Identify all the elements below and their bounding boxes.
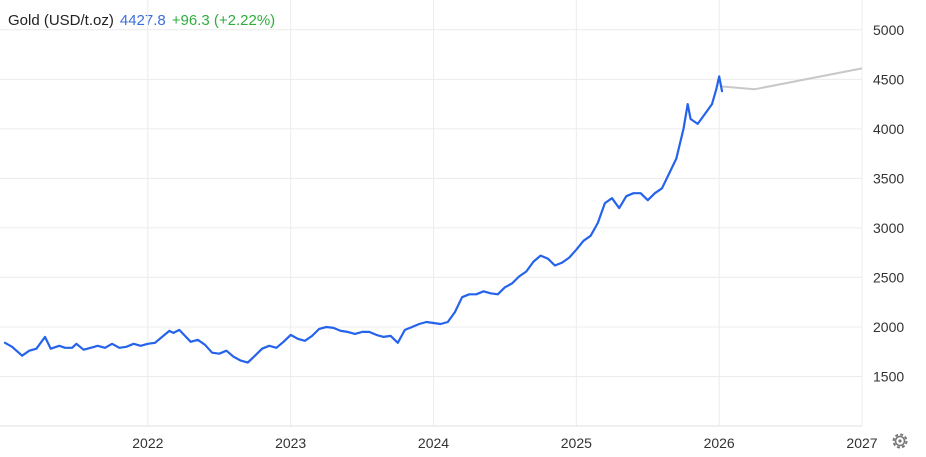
instrument-label: Gold (USD/t.oz): [8, 12, 114, 29]
chart-header: Gold (USD/t.oz) 4427.8 +96.3 (+2.22%): [8, 12, 281, 29]
current-price: 4427.8: [119, 12, 166, 29]
y-tick-label: 2000: [873, 319, 904, 335]
y-tick-label: 3500: [873, 170, 904, 186]
settings-gear-icon[interactable]: [889, 430, 911, 452]
x-tick-label: 2023: [275, 435, 306, 451]
y-tick-label: 4000: [873, 121, 904, 137]
y-tick-label: 4500: [873, 71, 904, 87]
x-tick-label: 2024: [418, 435, 449, 451]
y-tick-label: 3000: [873, 220, 904, 236]
gear-icon: [892, 433, 908, 449]
y-tick-label: 2500: [873, 269, 904, 285]
x-tick-label: 2026: [704, 435, 735, 451]
forecast-line: [721, 67, 863, 91]
price-line: [3, 75, 724, 364]
price-change: +96.3 (+2.22%): [171, 12, 276, 29]
x-tick-label: 2022: [132, 435, 163, 451]
y-tick-label: 1500: [873, 368, 904, 384]
y-tick-label: 5000: [873, 22, 904, 38]
x-tick-label: 2025: [561, 435, 592, 451]
x-tick-label: 2027: [846, 435, 877, 451]
